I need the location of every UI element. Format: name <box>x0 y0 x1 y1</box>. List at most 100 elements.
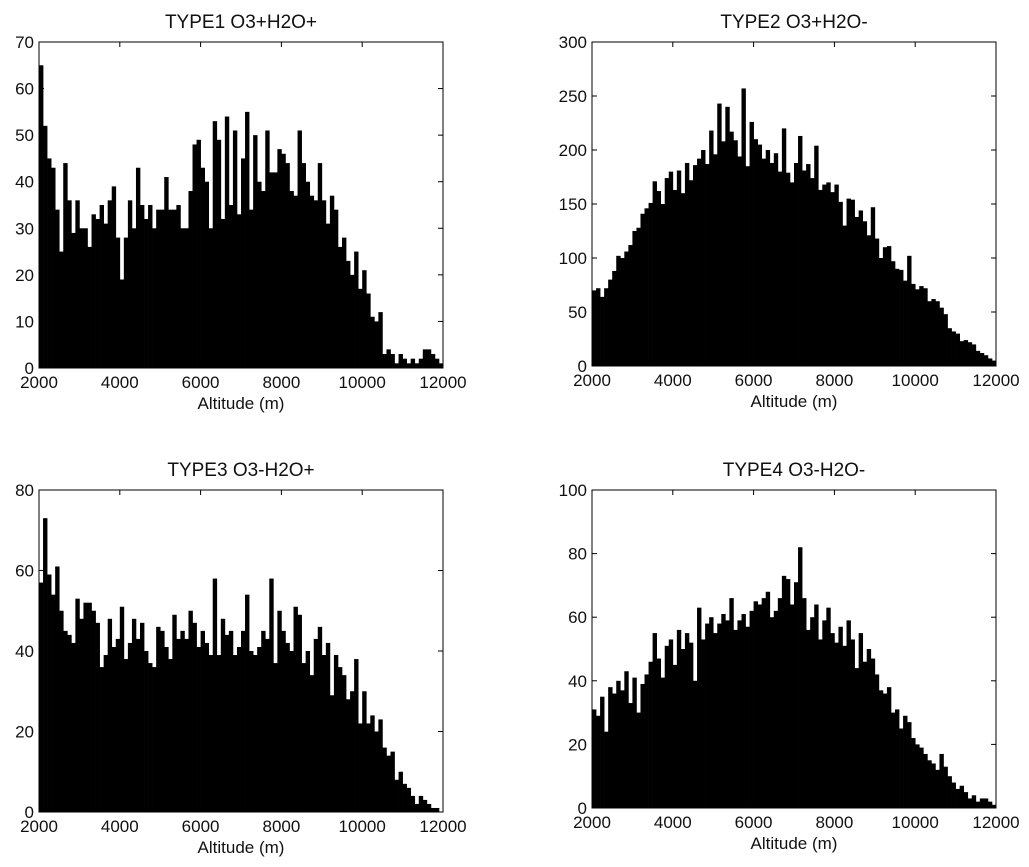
histogram-bar <box>838 626 843 808</box>
histogram-bar <box>919 286 924 366</box>
histogram-bar <box>47 574 52 812</box>
histogram-bar <box>164 646 169 812</box>
histogram-bar <box>224 634 230 812</box>
histogram-bar <box>838 201 843 366</box>
histogram-bar <box>67 200 72 368</box>
histogram-bar <box>652 633 657 808</box>
histogram-bar <box>418 795 424 812</box>
histogram-bar <box>309 195 315 368</box>
histogram-bar <box>737 620 742 808</box>
histogram-bar <box>277 149 282 368</box>
x-tick-label: 8000 <box>262 817 300 836</box>
histogram-bar <box>107 200 113 368</box>
histogram-bar <box>931 299 936 366</box>
histogram-bar <box>176 638 181 812</box>
histogram-bar <box>99 205 104 368</box>
histogram-bar <box>414 363 420 368</box>
histogram-bar <box>911 283 916 366</box>
histogram-bar <box>668 171 674 366</box>
histogram-bar <box>115 638 121 812</box>
histogram-bar <box>111 186 117 368</box>
histogram-bar <box>616 680 621 808</box>
histogram-bar <box>180 630 185 813</box>
histogram-bar <box>79 228 84 368</box>
histogram-bar <box>249 209 254 368</box>
histogram-bar <box>620 690 625 808</box>
histogram-bar <box>753 601 758 808</box>
histogram-bars <box>592 88 997 367</box>
histogram-bar <box>325 223 331 368</box>
histogram-bar <box>971 795 977 808</box>
histogram-bars <box>39 65 444 369</box>
histogram-bar <box>200 630 205 813</box>
histogram-bar <box>713 633 718 808</box>
histogram-bar <box>878 258 884 366</box>
histogram-bar <box>915 289 920 366</box>
histogram-bar <box>729 131 734 366</box>
histogram-bar <box>71 232 76 368</box>
histogram-bar <box>987 358 993 366</box>
histogram-bar <box>664 645 670 808</box>
histogram-bar <box>943 314 948 366</box>
histogram-bar <box>301 663 306 812</box>
histogram-bar <box>757 144 763 366</box>
histogram-bar <box>733 140 738 366</box>
y-tick-label: 20 <box>568 735 587 754</box>
histogram-bar <box>834 184 839 366</box>
histogram-bar <box>765 150 771 366</box>
chart-panel-2: 2000 4000 6000 8000 10000 12000 0 50 100 150 200 25… <box>559 12 1020 411</box>
histogram-bar <box>971 344 977 366</box>
histogram-bar <box>245 594 250 812</box>
histogram-bar <box>761 598 767 808</box>
histogram-bar <box>967 342 973 366</box>
histogram-bar <box>955 788 960 808</box>
histogram-bar <box>923 288 928 366</box>
histogram-bar <box>874 674 880 808</box>
histogram-bar <box>737 156 742 366</box>
histogram-bar <box>410 795 416 812</box>
histogram-bar <box>39 65 44 368</box>
histogram-bar <box>422 349 428 368</box>
histogram-bar <box>337 246 343 368</box>
histogram-bar <box>983 798 989 808</box>
x-tick-label: 4000 <box>101 817 139 836</box>
histogram-bar <box>87 246 92 368</box>
plot-frame <box>38 41 444 369</box>
histogram-bar <box>915 744 920 808</box>
histogram-bar <box>83 228 88 368</box>
histogram-bar <box>241 158 246 368</box>
histogram-bar <box>802 170 807 366</box>
histogram-bar <box>75 598 80 812</box>
histogram-bar <box>358 723 363 812</box>
y-tick-label: 100 <box>559 249 587 268</box>
histogram-bar <box>818 639 823 808</box>
histogram-bar <box>713 154 718 366</box>
histogram-bar <box>903 715 908 808</box>
histogram-bar <box>216 655 222 812</box>
histogram-bar <box>107 618 113 812</box>
histogram-bar <box>257 646 262 812</box>
histogram-bar <box>83 602 88 812</box>
histogram-bar <box>741 614 746 808</box>
x-tick-label: 6000 <box>182 817 220 836</box>
histogram-bar <box>95 622 100 812</box>
histogram-bar <box>644 208 649 366</box>
histogram-bar <box>701 150 706 366</box>
histogram-bar <box>156 209 161 368</box>
histogram-bar <box>878 690 884 808</box>
histogram-bar <box>963 340 969 366</box>
histogram-bar <box>596 288 601 366</box>
histogram-bar <box>346 699 351 812</box>
histogram-bar <box>358 288 363 368</box>
histogram-bar <box>935 301 940 366</box>
histogram-bar <box>975 350 981 366</box>
histogram-bar <box>745 626 750 808</box>
y-tick-label: 60 <box>15 562 34 581</box>
x-tick-label: 12000 <box>419 817 466 836</box>
histogram-bar <box>773 610 779 808</box>
histogram-bar <box>895 709 900 808</box>
x-tick-label: 10000 <box>892 371 939 390</box>
histogram-bar <box>680 649 686 808</box>
histogram-bar <box>959 341 965 366</box>
